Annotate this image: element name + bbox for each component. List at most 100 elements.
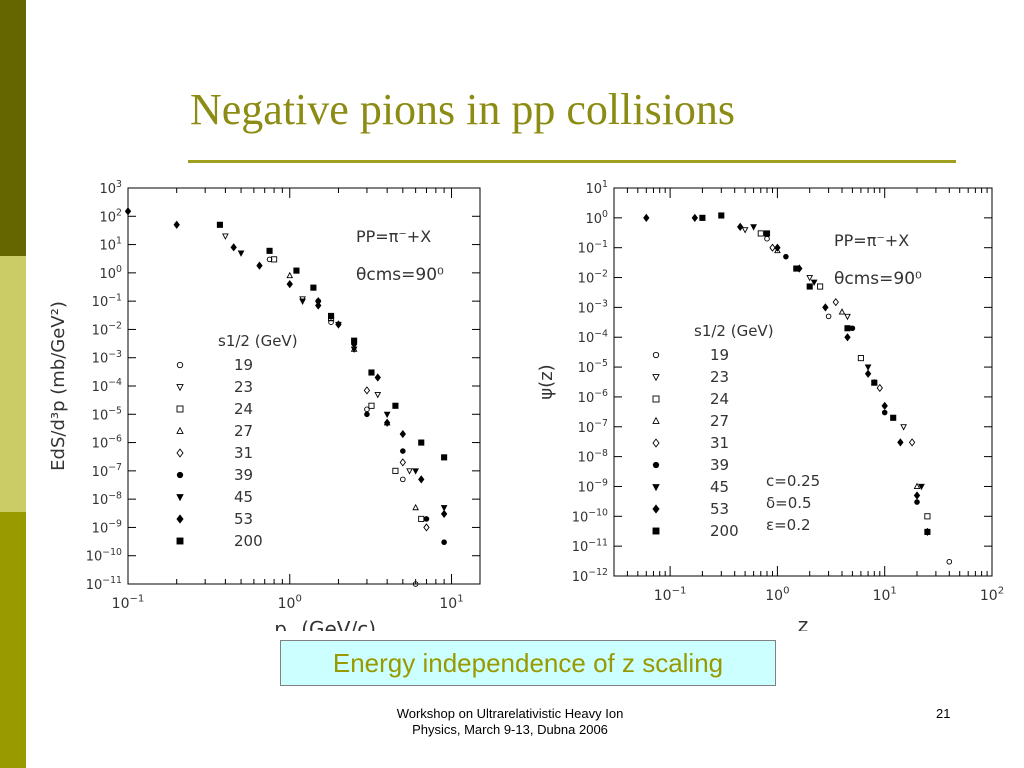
decor-bar-mid <box>0 512 26 768</box>
y-tick-label: 10−8 <box>578 448 608 466</box>
legend-marker <box>652 504 660 514</box>
data-point-53 <box>399 429 406 439</box>
data-point-24 <box>418 515 425 522</box>
legend-label: 24 <box>234 400 253 418</box>
y-tick-label: 10−4 <box>578 328 608 346</box>
data-point-19 <box>825 313 832 320</box>
angle-label: θcms=90⁰ <box>356 265 444 285</box>
footer-line-2: Physics, March 9-13, Dubna 2006 <box>412 722 608 737</box>
data-point-53 <box>864 369 872 378</box>
legend-marker <box>176 448 184 458</box>
chart-z-scaling: 101 100 10−1 10−2 10−3 10−4 10−5 10−6 10−7 10−8 10… <box>536 179 1004 631</box>
legend-marker <box>176 494 184 502</box>
legend-marker <box>176 426 184 434</box>
chart-pt-spectrum: 103 102 101 100 10−1 10−2 10−3 10−4 10−5 10−6 10−7… <box>50 179 481 631</box>
legend-label: 200 <box>234 532 263 550</box>
legend-marker <box>652 438 660 448</box>
x-tick-label: 100 <box>278 594 302 612</box>
data-point-53 <box>691 213 698 222</box>
data-point-53 <box>335 320 342 329</box>
y-tick-label: 103 <box>100 179 123 197</box>
plot-frame <box>613 187 993 577</box>
legend-marker <box>652 416 660 424</box>
legend-label: 39 <box>234 466 253 484</box>
data-point-39 <box>423 516 430 522</box>
legend-label: 27 <box>234 422 253 440</box>
data-point-53 <box>440 509 448 519</box>
legend-marker <box>652 461 660 469</box>
data-point-23 <box>741 227 749 234</box>
legend-label: 53 <box>710 500 729 518</box>
data-point-23 <box>374 391 382 399</box>
y-tick-label: 10−1 <box>578 239 608 257</box>
data-point-27 <box>774 246 781 254</box>
legend-title: s1/2 (GeV) <box>694 322 774 340</box>
data-point-200 <box>844 325 851 332</box>
data-point-31 <box>908 438 916 447</box>
y-tick-label: 10−12 <box>572 567 608 585</box>
data-point-31 <box>363 386 371 395</box>
y-tick-label: 10−3 <box>578 299 608 317</box>
x-axis-title: z <box>798 613 809 631</box>
data-point-200 <box>871 379 878 386</box>
y-tick-label: 100 <box>586 209 609 227</box>
data-point-200 <box>266 247 273 254</box>
legend-marker <box>652 351 660 359</box>
legend-marker <box>176 514 184 524</box>
x-tick-label: 101 <box>439 594 463 612</box>
data-point-200 <box>418 439 425 446</box>
data-point-39 <box>400 448 406 454</box>
data-point-19 <box>412 581 419 587</box>
legend-label: 39 <box>710 456 729 474</box>
data-point-27 <box>412 503 419 511</box>
legend-marker <box>176 384 184 392</box>
data-point-53 <box>418 475 425 484</box>
data-point-200 <box>699 214 706 221</box>
legend-label: 200 <box>710 522 739 540</box>
legend-marker <box>652 395 660 403</box>
data-point-53 <box>822 303 829 312</box>
y-axis-title: EdS/d³p (mb/GeV²) <box>50 301 69 471</box>
x-axis-title: pT (GeV/c) <box>274 617 376 631</box>
legend-label: 45 <box>710 478 729 496</box>
y-tick-label: 10−8 <box>92 490 122 508</box>
legend-label: 27 <box>710 412 729 430</box>
legend-label: 53 <box>234 510 253 528</box>
legend-label: 45 <box>234 488 253 506</box>
legend-label: 19 <box>710 346 729 364</box>
y-tick-label: 10−6 <box>92 434 122 452</box>
data-point-200 <box>441 454 448 461</box>
y-tick-label: 10−6 <box>578 388 608 406</box>
data-point-53 <box>897 438 904 447</box>
data-point-45 <box>750 224 757 231</box>
y-tick-label: 10−2 <box>578 269 608 287</box>
data-point-45 <box>237 250 245 257</box>
footer-line-1: Workshop on Ultrarelativistic Heavy Ion <box>396 706 624 721</box>
y-tick-label: 10−9 <box>92 519 122 537</box>
y-tick-label: 10−1 <box>92 292 122 310</box>
y-tick-label: 10−5 <box>92 405 122 423</box>
data-point-200 <box>890 414 897 421</box>
data-point-19 <box>764 235 770 242</box>
y-tick-label: 10−11 <box>86 575 122 593</box>
y-tick-label: 100 <box>100 264 123 282</box>
data-point-31 <box>423 523 430 532</box>
data-point-200 <box>328 312 335 319</box>
caption-box: Energy independence of z scaling <box>280 640 776 686</box>
footer: Workshop on Ultrarelativistic Heavy Ion … <box>340 706 680 738</box>
y-tick-label: 10−9 <box>578 478 608 496</box>
data-point-19 <box>400 476 406 483</box>
data-point-200 <box>392 402 399 409</box>
data-point-200 <box>368 369 375 376</box>
data-point-31 <box>769 243 776 252</box>
data-point-39 <box>441 539 447 546</box>
data-point-24 <box>857 355 864 362</box>
reaction-label: PP=π⁻+X <box>356 227 431 246</box>
y-axis-title: ψ(z) <box>536 364 557 399</box>
data-point-53 <box>315 301 322 310</box>
page-number: 21 <box>936 706 951 721</box>
data-point-39 <box>849 325 856 332</box>
x-tick-label: 101 <box>873 586 897 604</box>
y-tick-label: 10−7 <box>92 462 122 480</box>
data-point-23 <box>900 424 907 431</box>
